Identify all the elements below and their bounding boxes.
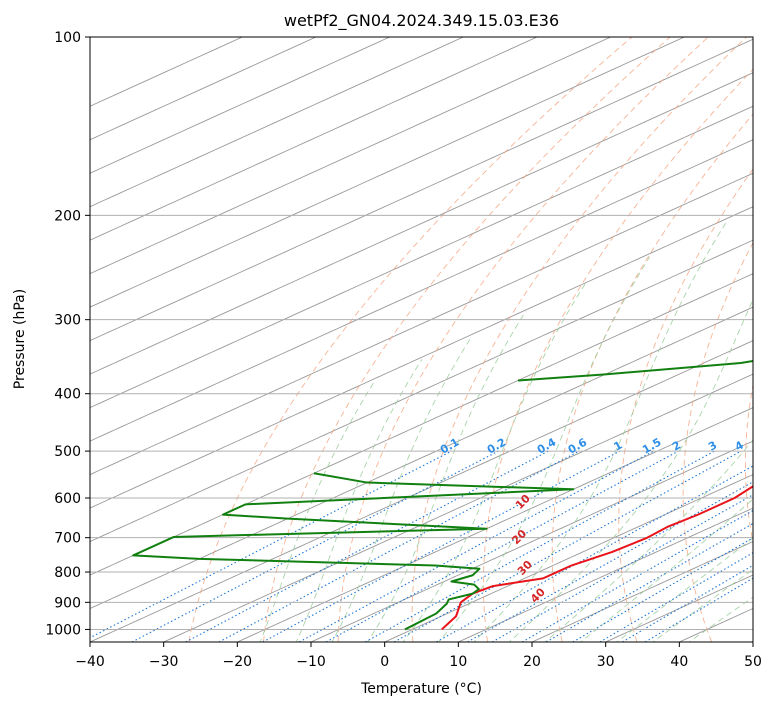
mixing-ratio-line [325, 450, 679, 642]
x-tick-label: −30 [149, 654, 179, 670]
mixing-ratio-line [365, 450, 715, 642]
dry-adiabat-line [263, 37, 671, 642]
isotherm-line [605, 574, 753, 642]
moist-adiabat-line [295, 359, 423, 642]
isotherm-line [90, 38, 753, 342]
plot-frame [89, 36, 754, 643]
mixing-ratio-line [393, 450, 742, 642]
dewpoint-line [132, 472, 575, 631]
dry-adiabat-line [188, 37, 633, 642]
moist-adiabat-line [508, 298, 753, 642]
y-tick-label: 800 [54, 565, 81, 581]
isotherm-line [458, 507, 753, 642]
chart-title: wetPf2_GN04.2024.349.15.03.E36 [284, 11, 559, 31]
dry-adiabat-line [551, 113, 753, 642]
moist-adiabat-line [259, 380, 376, 642]
x-tick-label: 10 [449, 654, 467, 670]
x-tick-label: 50 [744, 654, 762, 670]
isotherm-line [90, 206, 753, 509]
mixing-ratio-line [298, 450, 654, 642]
y-tick-label: 500 [54, 444, 81, 460]
isotherm-line [90, 306, 753, 610]
isotherm-line [90, 239, 753, 543]
dry-adiabat-line [618, 168, 753, 642]
x-tick-label: −40 [75, 654, 105, 670]
y-tick-label: 1000 [45, 622, 81, 638]
moist-adiabat-line [473, 221, 727, 642]
y-tick-label: 300 [54, 313, 81, 329]
x-tick-label: −20 [223, 654, 253, 670]
moist-adiabat-line [402, 282, 587, 642]
x-tick-label: 0 [380, 654, 389, 670]
x-axis-ticks: −40 −30 −20 −10 0 10 20 30 40 50 [75, 642, 762, 670]
x-tick-label: −10 [296, 654, 326, 670]
x-tick-label: 20 [523, 654, 541, 670]
temperature-line [441, 485, 753, 631]
isotherm-line [90, 105, 753, 409]
y-axis-label: Pressure (hPa) [12, 289, 28, 389]
isotherm-line [90, 273, 753, 576]
mixing-ratio-line [131, 450, 499, 642]
mixing-ratio-line [90, 450, 452, 639]
y-tick-label: 700 [54, 531, 81, 547]
y-tick-label: 600 [54, 491, 81, 507]
y-tick-label: 100 [54, 30, 81, 46]
isotherm-line [90, 37, 685, 308]
moist-adiabat-line [331, 336, 473, 642]
isotherm-line [90, 72, 753, 375]
dry-adiabat-line [745, 382, 753, 545]
isotherm-line [90, 172, 753, 476]
isotherm-line [384, 474, 753, 642]
isotherm-line [531, 541, 753, 642]
isotherm-line [90, 139, 753, 442]
y-axis-ticks: 100 200 300 400 500 600 700 800 900 1000 [45, 30, 90, 638]
y-tick-label: 400 [54, 387, 81, 403]
y-tick-label: 200 [54, 208, 81, 224]
isotherm-line [90, 340, 753, 642]
dry-adiabat-line [682, 241, 753, 642]
mixing-ratio-line [546, 522, 753, 642]
y-tick-label: 900 [54, 595, 81, 611]
profile-series [132, 359, 753, 631]
moist-adiabat-line [367, 310, 527, 642]
dry-adiabat-line [411, 37, 747, 642]
x-tick-label: 40 [670, 654, 688, 670]
x-axis-label: Temperature (°C) [360, 681, 482, 697]
x-tick-label: 30 [597, 654, 615, 670]
isotherm-line [237, 407, 753, 642]
